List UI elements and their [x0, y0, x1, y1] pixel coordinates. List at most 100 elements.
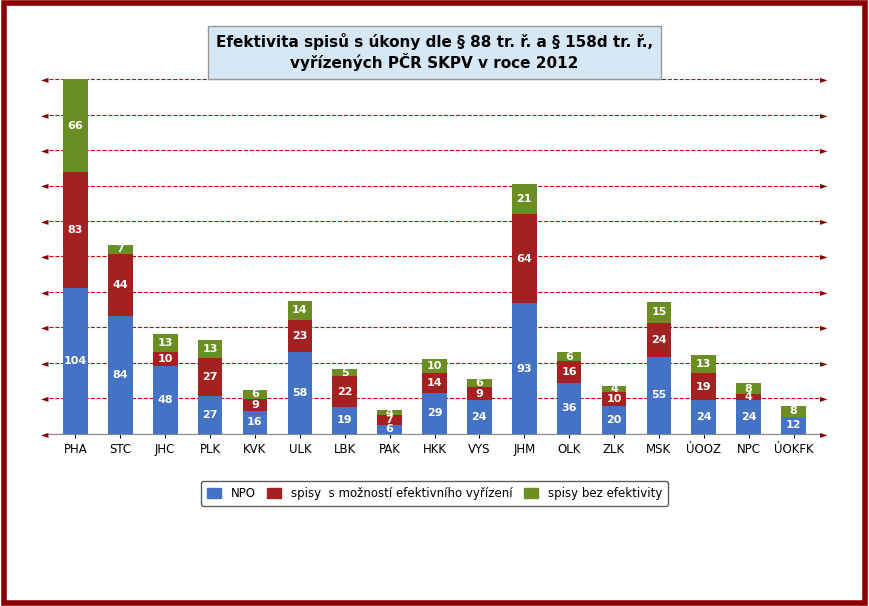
- Text: 64: 64: [516, 253, 532, 264]
- Text: 16: 16: [247, 418, 262, 427]
- Bar: [108, 316, 133, 434]
- Bar: [63, 171, 88, 288]
- Bar: [333, 376, 357, 407]
- Text: 104: 104: [63, 356, 87, 366]
- Text: 6: 6: [565, 351, 573, 362]
- Text: 24: 24: [472, 412, 488, 422]
- Bar: [242, 390, 268, 399]
- Bar: [288, 353, 312, 434]
- Text: 20: 20: [607, 415, 621, 425]
- Text: 55: 55: [651, 390, 667, 400]
- Text: ◄: ◄: [41, 322, 49, 332]
- Text: ►: ►: [820, 287, 828, 297]
- Bar: [736, 395, 761, 400]
- Bar: [692, 355, 716, 373]
- Text: ◄: ◄: [41, 287, 49, 297]
- Bar: [333, 407, 357, 434]
- Text: ◄: ◄: [41, 110, 49, 120]
- Bar: [512, 214, 536, 304]
- Text: 5: 5: [341, 368, 348, 378]
- Bar: [601, 386, 627, 391]
- Text: 6: 6: [251, 390, 259, 399]
- Bar: [288, 301, 312, 320]
- Text: 6: 6: [475, 378, 483, 388]
- Bar: [647, 302, 671, 323]
- Bar: [242, 411, 268, 434]
- Bar: [242, 399, 268, 411]
- Text: ►: ►: [820, 181, 828, 191]
- Text: 36: 36: [561, 404, 577, 413]
- Bar: [153, 367, 177, 434]
- Text: 19: 19: [337, 415, 353, 425]
- Bar: [422, 359, 447, 373]
- Bar: [377, 425, 402, 434]
- Text: ◄: ◄: [41, 145, 49, 155]
- Text: 83: 83: [68, 225, 83, 235]
- Text: 16: 16: [561, 367, 577, 377]
- Text: ◄: ◄: [41, 75, 49, 84]
- Bar: [557, 383, 581, 434]
- Bar: [198, 358, 222, 396]
- Bar: [781, 417, 806, 434]
- Text: 10: 10: [607, 394, 621, 404]
- Text: ◄: ◄: [41, 181, 49, 191]
- Text: ◄: ◄: [41, 358, 49, 368]
- Bar: [467, 400, 492, 434]
- Text: ►: ►: [820, 110, 828, 120]
- Bar: [153, 334, 177, 353]
- Text: ►: ►: [820, 322, 828, 332]
- Bar: [198, 396, 222, 434]
- Bar: [647, 323, 671, 356]
- Text: 44: 44: [112, 280, 129, 290]
- Bar: [647, 356, 671, 434]
- Bar: [557, 361, 581, 383]
- Bar: [333, 369, 357, 376]
- Text: 8: 8: [745, 384, 753, 394]
- Bar: [422, 393, 447, 434]
- Text: 14: 14: [292, 305, 308, 315]
- Text: 84: 84: [113, 370, 129, 380]
- Text: ◄: ◄: [41, 393, 49, 403]
- Text: 10: 10: [157, 355, 173, 364]
- Text: ►: ►: [820, 358, 828, 368]
- Bar: [512, 184, 536, 214]
- Text: 12: 12: [786, 420, 801, 430]
- Bar: [63, 79, 88, 171]
- Text: 21: 21: [516, 194, 532, 204]
- Text: 24: 24: [740, 412, 756, 422]
- Text: ►: ►: [820, 393, 828, 403]
- Text: 7: 7: [386, 415, 394, 425]
- Bar: [422, 373, 447, 393]
- Text: ►: ►: [820, 428, 828, 439]
- Text: 24: 24: [696, 412, 712, 422]
- Text: 93: 93: [516, 364, 532, 373]
- Text: ►: ►: [820, 145, 828, 155]
- Bar: [108, 255, 133, 316]
- Text: 14: 14: [427, 378, 442, 388]
- Text: ►: ►: [820, 251, 828, 261]
- Text: ◄: ◄: [41, 428, 49, 439]
- Text: 22: 22: [337, 387, 353, 397]
- Text: 27: 27: [202, 410, 218, 420]
- Text: 13: 13: [157, 338, 173, 348]
- Text: 9: 9: [475, 388, 483, 399]
- Text: 19: 19: [696, 382, 712, 391]
- Bar: [692, 373, 716, 400]
- Text: 23: 23: [292, 331, 308, 341]
- Bar: [108, 245, 133, 255]
- Bar: [736, 400, 761, 434]
- Text: ◄: ◄: [41, 251, 49, 261]
- Text: 4: 4: [386, 408, 394, 418]
- Text: 4: 4: [745, 392, 753, 402]
- Text: 24: 24: [651, 335, 667, 345]
- Text: 13: 13: [202, 344, 218, 354]
- Bar: [467, 387, 492, 400]
- Bar: [63, 288, 88, 434]
- Text: 13: 13: [696, 359, 712, 369]
- Bar: [601, 391, 627, 405]
- Text: 4: 4: [610, 384, 618, 394]
- Bar: [153, 353, 177, 367]
- Text: ►: ►: [820, 216, 828, 226]
- Title: Efektivita spisů s úkony dle § 88 tr. ř. a § 158d tr. ř.,
vyřízených PČR SKPV v : Efektivita spisů s úkony dle § 88 tr. ř.…: [216, 33, 653, 71]
- Bar: [288, 320, 312, 353]
